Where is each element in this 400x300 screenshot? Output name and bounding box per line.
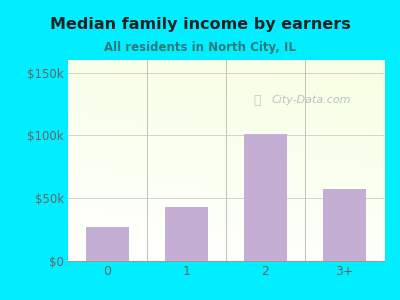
Text: Median family income by earners: Median family income by earners (50, 16, 350, 32)
Bar (86, 227, 129, 261)
Text: ⓘ: ⓘ (254, 94, 261, 107)
Text: City-Data.com: City-Data.com (272, 95, 351, 105)
Bar (165, 207, 208, 261)
Bar (323, 189, 366, 261)
Bar (244, 134, 287, 261)
Text: All residents in North City, IL: All residents in North City, IL (104, 40, 296, 53)
